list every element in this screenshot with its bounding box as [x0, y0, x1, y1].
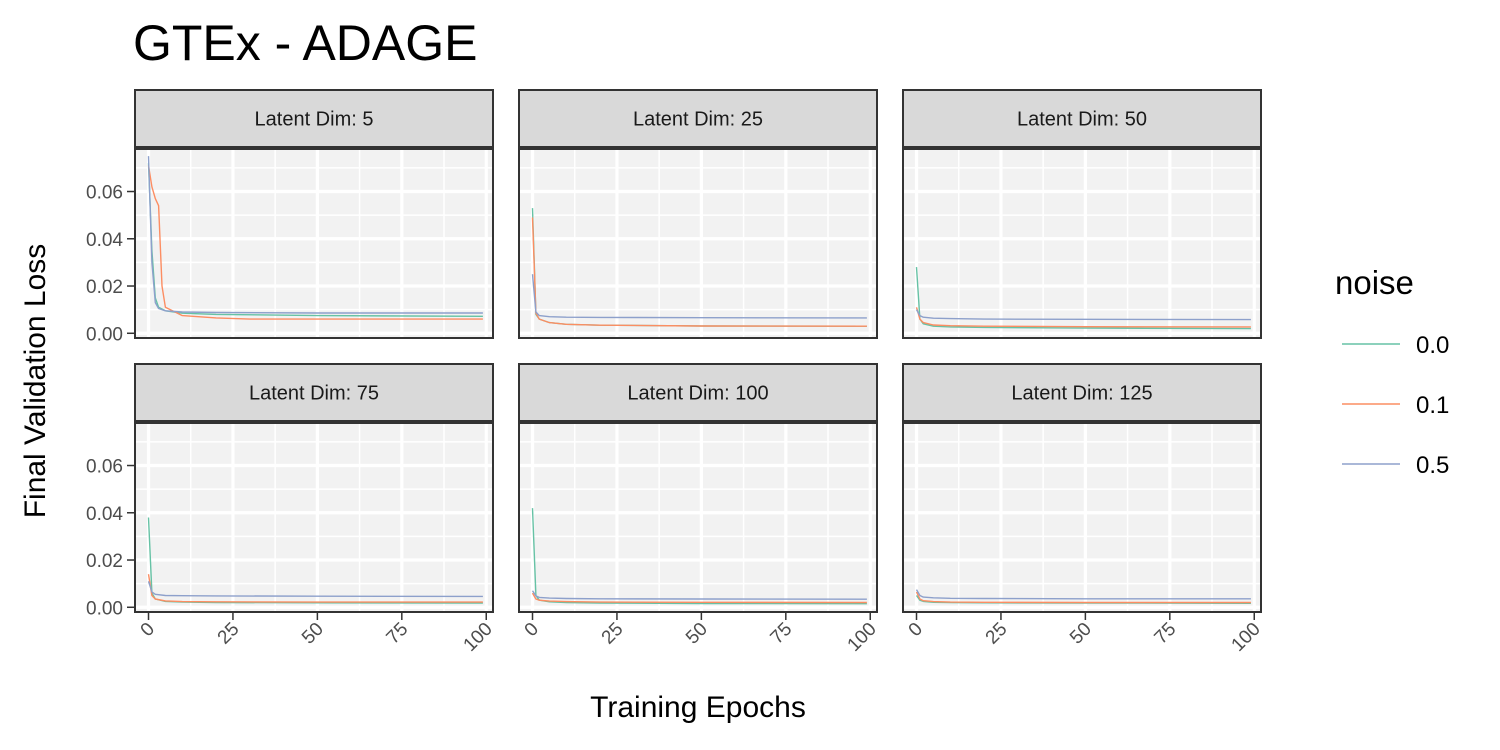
facet-strip: [134, 363, 494, 422]
y-tick-label: 0.00: [86, 324, 123, 345]
facet-panel: Latent Dim: 50: [902, 89, 1262, 339]
facet-label: Latent Dim: 25: [633, 109, 763, 131]
x-tick-label: 0: [905, 619, 927, 641]
facet-strip: [518, 89, 878, 148]
panel-border: [902, 422, 1262, 613]
series-line-noise-0.1: [147, 574, 483, 603]
x-axis-title: Training Epochs: [590, 691, 806, 724]
x-tick-label: 50: [682, 619, 712, 649]
series-line-noise-0.1: [915, 307, 1251, 328]
y-tick-label: 0.02: [86, 551, 123, 572]
panel-background: [519, 423, 877, 612]
series-line-noise-0.5: [915, 589, 1251, 600]
x-tick-label: 100: [460, 619, 497, 656]
panel-border: [134, 422, 494, 613]
facet-strip: [902, 363, 1262, 422]
y-tick-label: 0.04: [86, 230, 123, 251]
x-tick-label: 25: [598, 619, 628, 649]
series-line-noise-0.5: [147, 581, 483, 598]
facet-strip: [134, 89, 494, 148]
x-tick-label: 75: [383, 619, 413, 649]
y-tick-label: 0.00: [86, 598, 123, 619]
facet-label: Latent Dim: 5: [255, 109, 374, 131]
panel-border: [902, 148, 1262, 339]
x-tick-label: 25: [982, 619, 1012, 649]
panel-background: [519, 149, 877, 338]
x-tick-label: 25: [214, 619, 244, 649]
x-tick-label: 100: [1228, 619, 1265, 656]
x-tick-label: 50: [298, 619, 328, 649]
panel-background: [135, 423, 493, 612]
facet-strip: [902, 89, 1262, 148]
facet-label: Latent Dim: 50: [1017, 109, 1147, 131]
series-line-noise-0.1: [915, 591, 1251, 604]
legend: noise 0.0 0.1 0.5: [1335, 264, 1449, 479]
y-tick-label: 0.06: [86, 457, 123, 478]
facet-panels: Latent Dim: 5 Latent Dim: 25 Latent Dim: 5…: [134, 89, 1262, 613]
facet-panel: Latent Dim: 75: [134, 363, 494, 613]
x-axes: 0 25 50 75 100 0 25 50 75 100 0 25 50 75 100: [137, 613, 1265, 656]
panel-background: [903, 149, 1261, 338]
legend-label: 0.5: [1416, 452, 1449, 479]
panel-border: [134, 148, 494, 339]
y-axes: 0.00 0.02 0.04 0.06 0.00 0.02 0.04 0.06: [86, 183, 134, 619]
series-line-noise-0.1: [531, 217, 867, 327]
facet-label: Latent Dim: 75: [249, 383, 379, 405]
y-axis-title: Final Validation Loss: [19, 244, 52, 519]
panel-border: [518, 422, 878, 613]
panel-border: [518, 148, 878, 339]
facet-label: Latent Dim: 125: [1011, 383, 1152, 405]
y-tick-label: 0.02: [86, 277, 123, 298]
facet-panel: Latent Dim: 25: [518, 89, 878, 339]
legend-title: noise: [1335, 264, 1414, 301]
series-line-noise-0.1: [147, 165, 483, 320]
panel-background: [903, 423, 1261, 612]
x-tick-label: 0: [521, 619, 543, 641]
series-line-noise-0.5: [915, 309, 1251, 321]
x-tick-label: 100: [844, 619, 881, 656]
series-line-noise-0.5: [147, 156, 483, 314]
x-tick-label: 50: [1066, 619, 1096, 649]
y-tick-label: 0.06: [86, 183, 123, 204]
x-tick-label: 0: [137, 619, 159, 641]
chart-title: GTEx - ADAGE: [133, 15, 478, 71]
series-line-noise-0.5: [531, 590, 867, 600]
series-line-noise-0.5: [531, 274, 867, 319]
x-tick-label: 75: [1151, 619, 1181, 649]
facet-panel: Latent Dim: 125: [902, 363, 1262, 613]
facet-strip: [518, 363, 878, 422]
facet-panel: Latent Dim: 5: [134, 89, 494, 339]
legend-label: 0.1: [1416, 392, 1449, 419]
facet-label: Latent Dim: 100: [627, 383, 768, 405]
facet-panel: Latent Dim: 100: [518, 363, 878, 613]
legend-label: 0.0: [1416, 332, 1449, 359]
panel-background: [135, 149, 493, 338]
x-tick-label: 75: [767, 619, 797, 649]
series-line-noise-0.1: [531, 592, 867, 604]
y-tick-label: 0.04: [86, 504, 123, 525]
